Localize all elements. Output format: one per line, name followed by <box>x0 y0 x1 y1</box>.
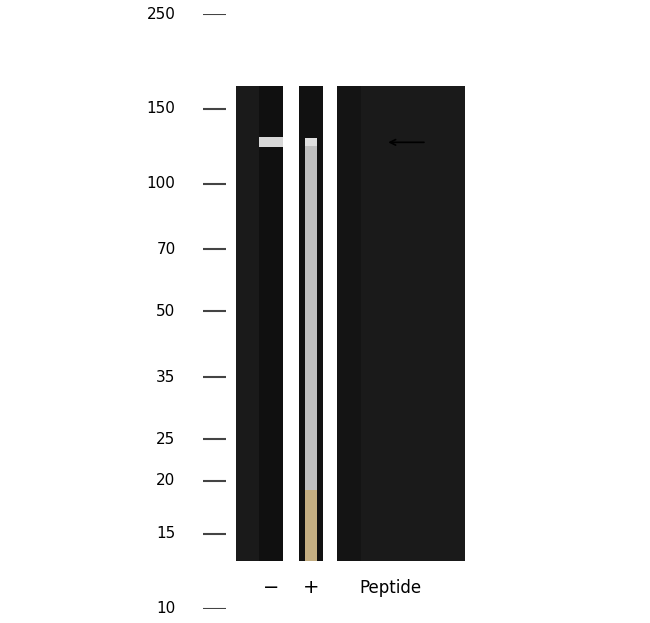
Text: 10: 10 <box>156 601 176 616</box>
FancyBboxPatch shape <box>259 86 283 561</box>
Text: 150: 150 <box>147 101 176 117</box>
FancyBboxPatch shape <box>323 86 337 561</box>
Text: 250: 250 <box>147 7 176 22</box>
FancyBboxPatch shape <box>305 490 317 561</box>
Text: 20: 20 <box>156 473 176 488</box>
Text: 35: 35 <box>156 370 176 385</box>
Text: Peptide: Peptide <box>359 579 422 597</box>
Text: 15: 15 <box>156 526 176 541</box>
FancyBboxPatch shape <box>305 141 317 561</box>
Text: −: − <box>263 578 279 597</box>
FancyBboxPatch shape <box>236 86 465 561</box>
Text: 100: 100 <box>147 176 176 191</box>
FancyBboxPatch shape <box>259 137 283 148</box>
Text: 50: 50 <box>156 304 176 319</box>
FancyBboxPatch shape <box>337 86 361 561</box>
Text: +: + <box>303 578 319 597</box>
Text: 70: 70 <box>156 242 176 257</box>
Text: 25: 25 <box>156 432 176 447</box>
FancyBboxPatch shape <box>283 86 299 561</box>
FancyBboxPatch shape <box>299 86 323 561</box>
FancyBboxPatch shape <box>305 138 317 146</box>
